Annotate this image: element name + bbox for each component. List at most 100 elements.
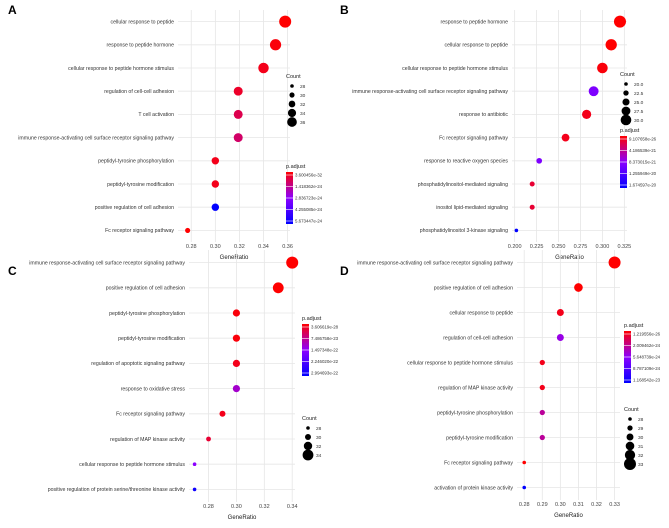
data-point (613, 15, 626, 28)
x-tick-label: 0.36 (282, 244, 293, 250)
legend-label: 22.5 (634, 91, 644, 97)
legend-size-dot (287, 117, 297, 127)
x-tick-label: 0.28 (186, 244, 197, 250)
legend-size-dot (306, 426, 310, 430)
x-axis-label: GeneRatio (554, 513, 583, 519)
p-adjust-legend: p.adjust 3.600456e-32 1.418362e-24 2.836723… (286, 164, 323, 224)
legend-label: 36 (300, 120, 306, 126)
data-point (605, 39, 617, 51)
x-tick-label: 0.29 (537, 502, 548, 508)
legend-size-dot (624, 458, 636, 470)
legend-size-dot (623, 90, 629, 96)
category-label: Fc receptor signaling pathway (444, 460, 513, 466)
legend-label: 1.674597e-20 (629, 183, 657, 188)
category-label: regulation of MAP kinase activity (110, 437, 185, 443)
x-tick-label: 0.31 (573, 502, 584, 508)
legend-label: 28 (316, 426, 322, 432)
category-label: immune response-activating cell surface … (352, 89, 508, 95)
data-point (582, 109, 592, 119)
data-point (211, 157, 220, 165)
data-point (556, 309, 564, 316)
legend-label: 27.5 (634, 109, 644, 115)
data-point (539, 359, 545, 366)
legend-label: 30 (638, 435, 644, 441)
data-point (597, 62, 608, 74)
x-tick-label: 0.30 (210, 244, 221, 250)
category-label: immune response-activating cell surface … (357, 260, 513, 266)
category-label: peptidyl-tyrosine modification (118, 336, 185, 342)
legend-label: 34 (300, 111, 306, 117)
category-label: response to oxidative stress (121, 386, 186, 392)
legend-label: 2.994693e-22 (311, 371, 339, 376)
legend-label: 5.673447e-24 (295, 219, 323, 224)
x-tick-label: 0.250 (552, 244, 566, 250)
data-point (269, 39, 282, 51)
category-label: cellular response to peptide (445, 43, 509, 49)
category-label: positive regulation of cell adhesion (434, 285, 513, 291)
grid (178, 10, 290, 242)
legend-label: 2.836723e-24 (295, 196, 323, 201)
data-point (514, 228, 519, 233)
category-label: cellular response to peptide (450, 310, 514, 316)
data-point (233, 86, 243, 96)
x-tick-label: 0.30 (555, 502, 566, 508)
data-point (556, 334, 564, 341)
category-label: phosphatidylinositol 3-kinase signaling (420, 228, 508, 234)
legend-label: 4.255085e-24 (295, 207, 323, 212)
legend-size-dot (302, 449, 314, 461)
data-point (588, 86, 599, 97)
count-legend: Count 28 29 30 31 32 33 (624, 407, 644, 470)
category-label: immune response-activating cell surface … (18, 135, 174, 141)
category-label: Fc receptor signaling pathway (116, 412, 185, 418)
category-label: positive regulation of cell adhesion (95, 205, 174, 211)
category-label: peptidyl-tyrosine phosphorylation (98, 159, 174, 165)
x-tick-label: 0.200 (508, 244, 522, 250)
legend-size-dot (627, 425, 633, 431)
legend-size-dot (288, 100, 296, 108)
legend-label: 20.0 (634, 82, 644, 88)
category-label: regulation of cell-cell adhesion (443, 335, 513, 341)
panel-letter: D (340, 264, 349, 278)
legend-label: 25.0 (634, 100, 644, 106)
x-tick-label: 0.28 (519, 502, 530, 508)
data-point (219, 410, 226, 417)
data-point (539, 434, 545, 441)
data-point (574, 283, 583, 292)
x-axis-label: GeneRatio (555, 255, 584, 261)
category-label: T cell activation (138, 112, 174, 118)
category-label: response to reactive oxygen species (424, 159, 508, 165)
data-point (529, 204, 535, 210)
category-label: response to peptide hormone (441, 19, 509, 25)
x-tick-label: 0.28 (203, 504, 214, 510)
category-label: regulation of cell-cell adhesion (104, 89, 174, 95)
p-adjust-legend: p.adjust 9.107658e-26 4.186539e-21 8.373015… (620, 128, 657, 188)
panel-letter: C (8, 264, 17, 278)
data-point (185, 227, 191, 233)
legend-label: 3.606619e-28 (311, 325, 339, 330)
legend-label: 8.787109e-24 (633, 366, 661, 371)
x-axis-label: GeneRatio (228, 515, 257, 521)
category-label: Fc receptor signaling pathway (439, 135, 508, 141)
legend-label: 31 (638, 444, 644, 450)
x-tick-label: 0.34 (287, 504, 298, 510)
category-label: response to antibiotic (459, 112, 508, 118)
data-point (272, 282, 284, 294)
legend-label: 33 (638, 462, 644, 468)
legend-size-dot (624, 449, 636, 461)
x-tick-label: 0.325 (617, 244, 631, 250)
category-label: cellular response to peptide hormone sti… (407, 360, 513, 366)
legend-label: 32 (638, 453, 644, 459)
x-tick-label: 0.32 (259, 504, 270, 510)
data-point (536, 157, 543, 164)
legend-label: 2.009462e-24 (633, 343, 661, 348)
legend-label: 5.648739e-24 (633, 355, 661, 360)
data-point (529, 181, 535, 187)
x-tick-label: 0.34 (258, 244, 269, 250)
legend-title: Count (620, 72, 635, 78)
legend-title: p.adjust (624, 323, 644, 329)
legend-label: 1.497348e-22 (311, 348, 339, 353)
